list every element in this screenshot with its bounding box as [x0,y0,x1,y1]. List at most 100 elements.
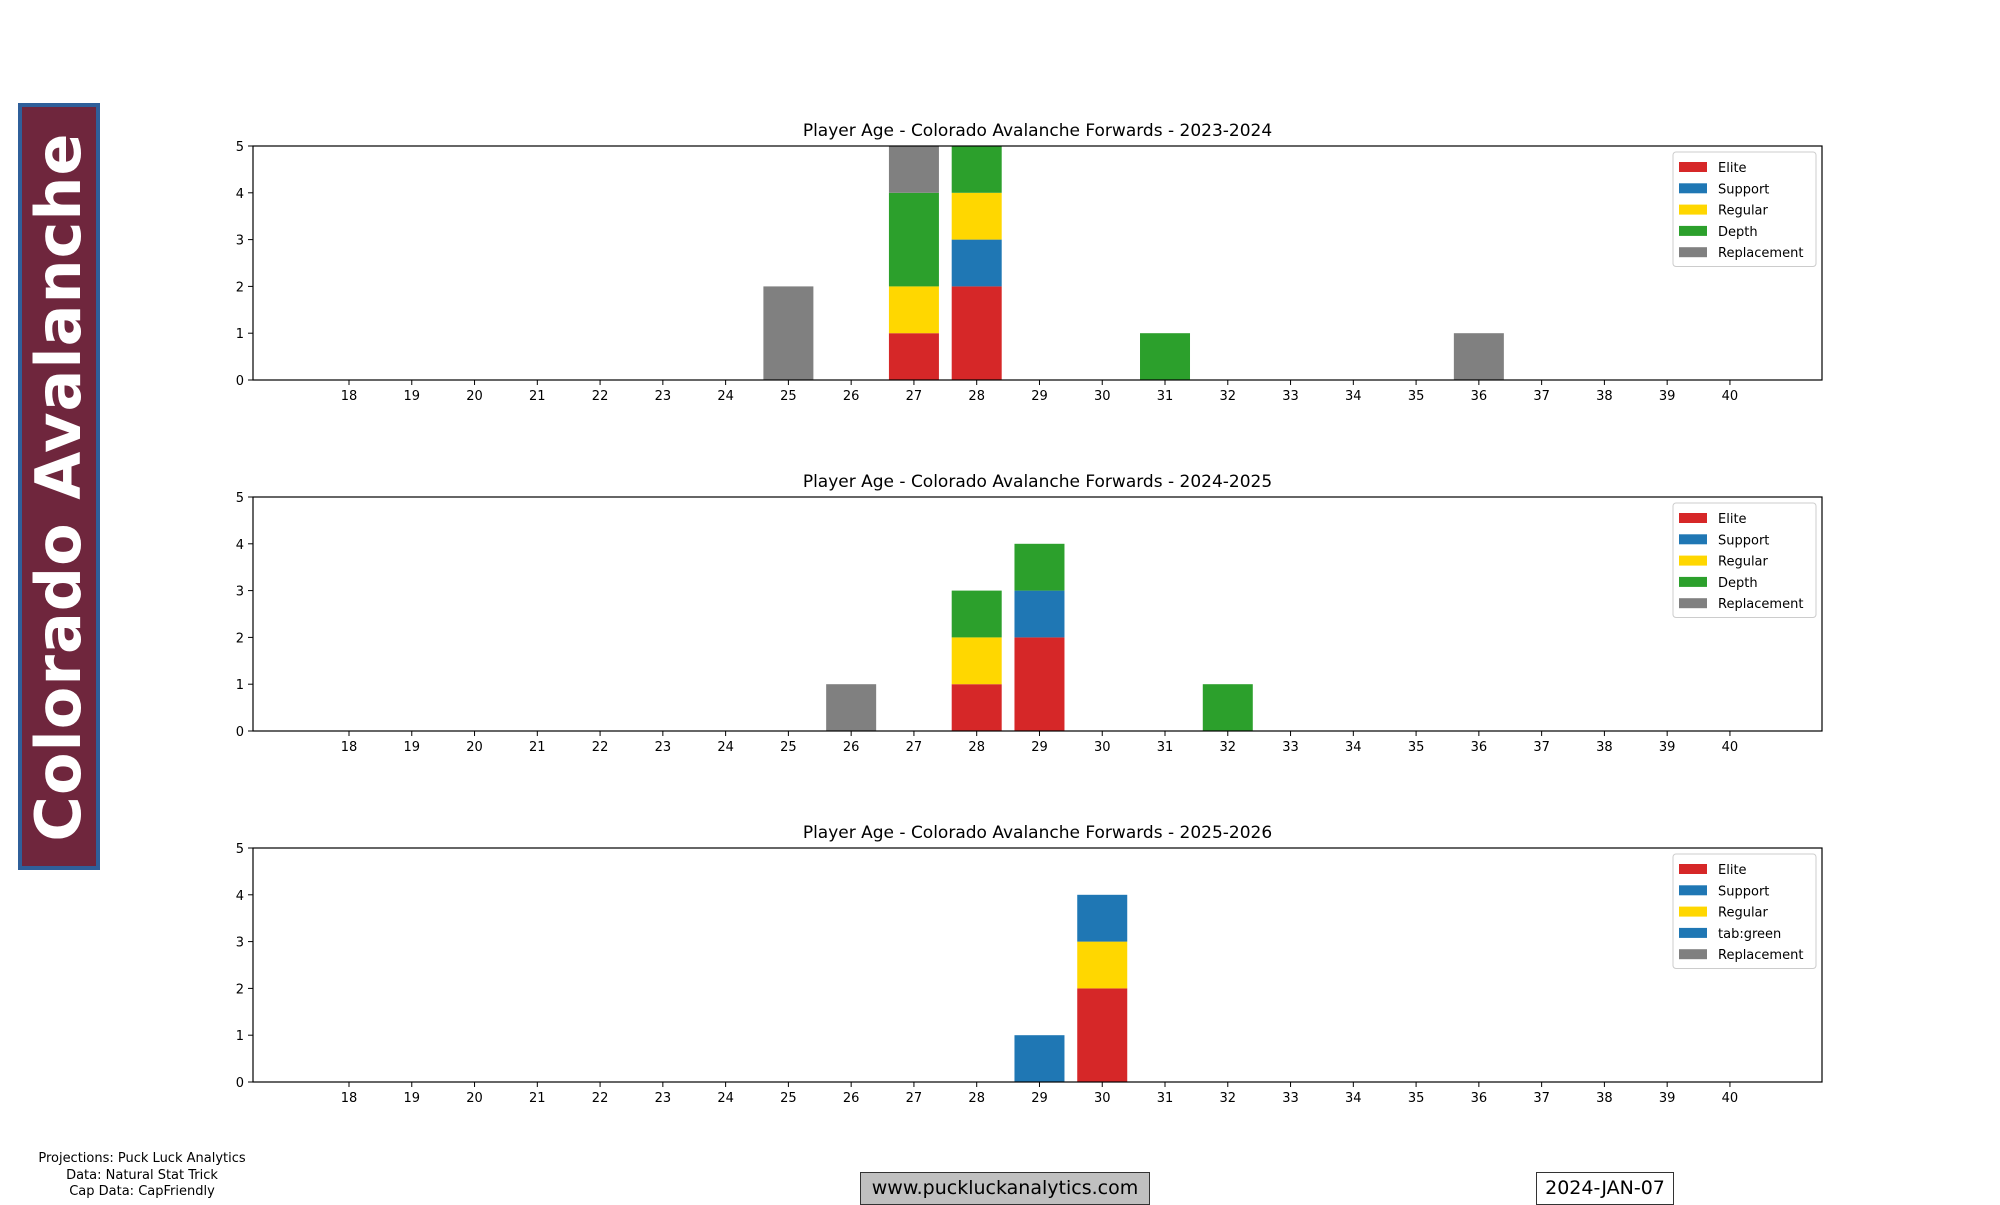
x-tick-label: 39 [1659,389,1676,404]
x-tick-label: 22 [592,1091,609,1106]
x-tick-label: 30 [1094,1091,1111,1106]
legend-label: Depth [1718,576,1758,591]
x-tick-label: 28 [968,740,985,755]
legend: Elite Support Regular Depth Replacement [1672,151,1817,267]
x-tick-label: 27 [906,389,923,404]
x-tick-label: 28 [968,389,985,404]
x-tick-label: 28 [968,1091,985,1106]
y-tick-label: 2 [236,982,244,997]
y-tick-label: 5 [236,140,244,155]
plot-frame [252,847,1823,1083]
y-tick-label: 1 [236,327,244,342]
x-tick-label: 20 [466,740,483,755]
legend-swatch [1679,555,1707,566]
bar-elite-age-30 [1077,988,1128,1082]
x-tick-label: 27 [906,1091,923,1106]
y-tick-label: 5 [236,842,244,857]
team-banner: Colorado Avalanche [18,103,100,870]
legend-swatch [1679,225,1707,236]
credit-cap-data: Cap Data: CapFriendly [69,1184,215,1199]
bar-depth-age-29 [1014,543,1065,591]
x-tick-label: 31 [1157,389,1174,404]
legend-swatch [1679,204,1707,215]
x-tick-label: 40 [1722,1091,1739,1106]
bar-elite-age-27 [888,333,939,380]
x-tick-label: 31 [1157,740,1174,755]
bar-support-age-28 [951,239,1002,287]
legend-label: tab:green [1718,927,1781,942]
x-tick-label: 36 [1471,1091,1488,1106]
legend-swatch [1679,885,1707,896]
bar-elite-age-29 [1014,637,1065,731]
website-link[interactable]: www.puckluckanalytics.com [860,1172,1150,1205]
bar-elite-age-28 [951,684,1002,731]
x-tick-label: 35 [1408,740,1425,755]
x-tick-label: 40 [1722,740,1739,755]
legend-label: Replacement [1718,597,1803,612]
y-tick-label: 3 [236,936,244,951]
legend-label: Elite [1718,161,1747,176]
y-tick-label: 0 [236,1076,244,1091]
x-tick-label: 25 [780,1091,797,1106]
x-tick-label: 29 [1031,1091,1048,1106]
x-tick-label: 26 [843,389,860,404]
x-tick-label: 26 [843,1091,860,1106]
plot-frame [252,496,1823,732]
legend-box [1672,151,1817,267]
y-tick-label: 3 [236,234,244,249]
x-tick-label: 30 [1094,740,1111,755]
x-tick-label: 23 [655,740,672,755]
x-tick-label: 36 [1471,389,1488,404]
legend-swatch [1679,949,1707,960]
x-tick-label: 34 [1345,740,1362,755]
bar-regular-age-28 [951,192,1002,240]
x-tick-label: 23 [655,1091,672,1106]
x-tick-label: 29 [1031,389,1048,404]
y-tick-label: 5 [236,491,244,506]
bar-regular-age-28 [951,637,1002,685]
x-tick-label: 21 [529,740,546,755]
x-tick-label: 20 [466,389,483,404]
x-tick-label: 34 [1345,1091,1362,1106]
legend-swatch [1679,513,1707,523]
x-tick-label: 39 [1659,740,1676,755]
chart-title: Player Age - Colorado Avalanche Forwards… [803,823,1272,843]
bar-support-age-29 [1014,590,1065,638]
legend-label: Support [1718,533,1769,548]
x-tick-label: 23 [655,389,672,404]
x-tick-label: 33 [1282,1091,1299,1106]
legend-label: Elite [1718,512,1747,527]
x-tick-label: 22 [592,740,609,755]
legend-swatch [1679,534,1707,545]
bar-depth-age-32 [1202,684,1253,731]
legend-swatch [1679,162,1707,172]
chart-title: Player Age - Colorado Avalanche Forwards… [803,121,1272,141]
bar-elite-age-28 [951,286,1002,380]
x-tick-label: 32 [1220,1091,1237,1106]
bar-replacement-age-27 [888,146,939,193]
x-tick-label: 29 [1031,740,1048,755]
x-tick-label: 18 [341,389,358,404]
bar-replacement-age-26 [826,684,877,731]
y-tick-label: 1 [236,1029,244,1044]
legend-label: Elite [1718,863,1747,878]
x-tick-label: 38 [1596,389,1613,404]
x-tick-label: 25 [780,740,797,755]
chart-3: Player Age - Colorado Avalanche Forwards… [236,823,1823,1106]
legend-label: Replacement [1718,948,1803,963]
x-tick-label: 27 [906,740,923,755]
credit-projections: Projections: Puck Luck Analytics [38,1151,246,1166]
chart-2: Player Age - Colorado Avalanche Forwards… [236,472,1823,755]
x-tick-label: 22 [592,389,609,404]
x-tick-label: 24 [717,740,734,755]
x-tick-label: 36 [1471,740,1488,755]
legend-label: Depth [1718,225,1758,240]
x-tick-label: 18 [341,1091,358,1106]
bar-replacement-age-36 [1453,333,1504,380]
legend-label: Support [1718,182,1769,197]
chart-title: Player Age - Colorado Avalanche Forwards… [803,472,1272,492]
x-tick-label: 32 [1220,740,1237,755]
y-tick-label: 2 [236,280,244,295]
plot-frame [252,145,1823,381]
